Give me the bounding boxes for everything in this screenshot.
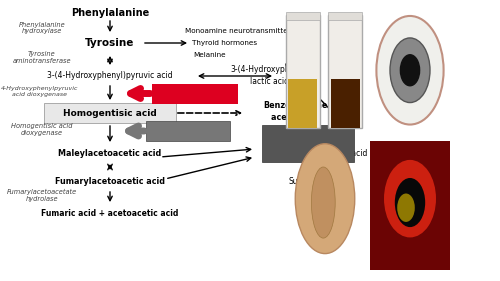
Ellipse shape [312, 167, 335, 238]
Text: PIGMENT: PIGMENT [286, 146, 330, 155]
FancyBboxPatch shape [262, 125, 354, 162]
FancyBboxPatch shape [152, 83, 238, 103]
Circle shape [400, 55, 419, 86]
Text: Fumarylacetoacetate
hydrolase: Fumarylacetoacetate hydrolase [7, 189, 77, 201]
Text: Tyrosine
aminotransferase: Tyrosine aminotransferase [12, 51, 72, 64]
Text: block in AKU: block in AKU [160, 126, 216, 135]
Text: Fumaric acid + acetoacetic acid: Fumaric acid + acetoacetic acid [42, 209, 178, 217]
Text: Succinylacetoacetic acid: Succinylacetoacetic acid [273, 148, 367, 157]
Text: acetic acid: acetic acid [271, 114, 320, 123]
Text: lactic acid: lactic acid [250, 76, 290, 85]
Bar [286, 15, 320, 128]
Text: Tyrosine: Tyrosine [86, 38, 134, 48]
Text: NITISINONE: NITISINONE [163, 89, 227, 99]
FancyBboxPatch shape [146, 121, 230, 141]
Ellipse shape [397, 194, 415, 222]
Text: Maleylacetoacetic acid: Maleylacetoacetic acid [58, 148, 162, 157]
Circle shape [376, 16, 444, 124]
Bar [328, 12, 362, 20]
Text: Homogentisic acid: Homogentisic acid [63, 108, 157, 117]
Text: Fumarylacetoacetic acid: Fumarylacetoacetic acid [55, 176, 165, 185]
Text: 4-Hydroxyphenylpyruvic
acid dioxygenase: 4-Hydroxyphenylpyruvic acid dioxygenase [2, 86, 78, 97]
Ellipse shape [295, 144, 355, 253]
Text: Succinylacetone: Succinylacetone [289, 176, 351, 185]
Text: 3-(4-Hydroxyphenyl): 3-(4-Hydroxyphenyl) [230, 65, 310, 74]
Bar [331, 79, 360, 128]
FancyBboxPatch shape [44, 103, 176, 123]
Text: Homogentisic acid
dioxygenase: Homogentisic acid dioxygenase [11, 123, 73, 135]
Text: Thyroid hormones: Thyroid hormones [192, 40, 258, 46]
Bar [288, 79, 318, 128]
Text: Monoamine neurotransmitters: Monoamine neurotransmitters [185, 28, 295, 34]
Bar [328, 15, 362, 128]
Text: 3-(4-Hydroxyphenyl)pyruvic acid: 3-(4-Hydroxyphenyl)pyruvic acid [47, 71, 173, 80]
Text: Melanine: Melanine [194, 52, 226, 58]
Text: Phenylalanine: Phenylalanine [71, 8, 149, 18]
Bar [286, 12, 320, 20]
Text: Benzoquinone: Benzoquinone [263, 101, 327, 110]
Ellipse shape [395, 178, 425, 227]
Circle shape [390, 38, 430, 103]
Text: Phenylalanine
hydroxylase: Phenylalanine hydroxylase [18, 22, 66, 35]
Ellipse shape [384, 160, 436, 237]
Text: OCHRONOTIC: OCHRONOTIC [277, 133, 339, 142]
